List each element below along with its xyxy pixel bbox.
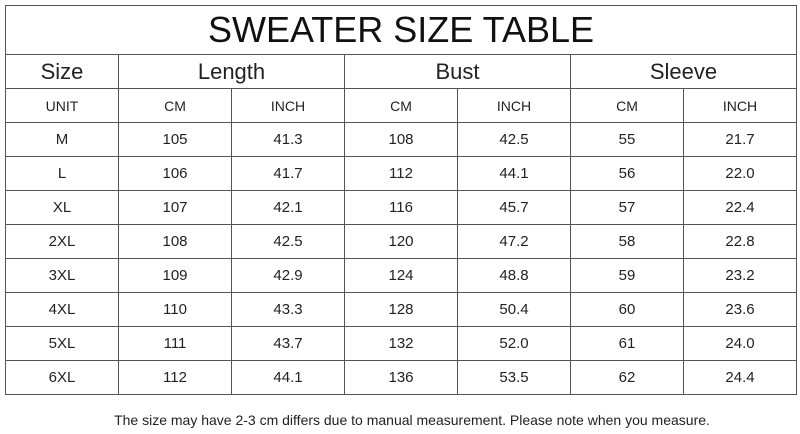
- header-cell: Length: [118, 54, 345, 89]
- data-cell: 58: [570, 224, 684, 259]
- data-cell: 107: [118, 190, 232, 225]
- data-cell: 24.4: [683, 360, 797, 395]
- data-cell: 62: [570, 360, 684, 395]
- data-cell: 6XL: [5, 360, 119, 395]
- data-cell: 21.7: [683, 122, 797, 157]
- data-row: 5XL 111 43.7 132 52.0 61 24.0: [5, 326, 797, 361]
- data-cell: 116: [344, 190, 458, 225]
- data-cell: 4XL: [5, 292, 119, 327]
- data-cell: 108: [118, 224, 232, 259]
- unit-cell: INCH: [683, 88, 797, 123]
- data-cell: 45.7: [457, 190, 571, 225]
- data-cell: 43.7: [231, 326, 345, 361]
- data-cell: 112: [344, 156, 458, 191]
- data-cell: 23.2: [683, 258, 797, 293]
- header-cell: Sleeve: [570, 54, 797, 89]
- data-cell: 56: [570, 156, 684, 191]
- data-cell: 22.4: [683, 190, 797, 225]
- data-cell: 52.0: [457, 326, 571, 361]
- data-cell: 42.5: [231, 224, 345, 259]
- data-cell: 110: [118, 292, 232, 327]
- unit-cell: CM: [344, 88, 458, 123]
- data-cell: 47.2: [457, 224, 571, 259]
- unit-cell: CM: [570, 88, 684, 123]
- data-cell: 136: [344, 360, 458, 395]
- data-cell: 108: [344, 122, 458, 157]
- data-cell: 5XL: [5, 326, 119, 361]
- data-cell: 48.8: [457, 258, 571, 293]
- unit-cell: UNIT: [5, 88, 119, 123]
- data-cell: 57: [570, 190, 684, 225]
- data-cell: 43.3: [231, 292, 345, 327]
- data-cell: 22.0: [683, 156, 797, 191]
- data-cell: 105: [118, 122, 232, 157]
- data-cell: 41.3: [231, 122, 345, 157]
- data-row: 6XL 112 44.1 136 53.5 62 24.4: [5, 360, 797, 395]
- header-row: Size Length Bust Sleeve: [5, 54, 797, 89]
- data-cell: XL: [5, 190, 119, 225]
- data-row: 4XL 110 43.3 128 50.4 60 23.6: [5, 292, 797, 327]
- size-table: SWEATER SIZE TABLE Size Length Bust Slee…: [5, 5, 797, 395]
- data-cell: 124: [344, 258, 458, 293]
- data-cell: 24.0: [683, 326, 797, 361]
- unit-cell: INCH: [457, 88, 571, 123]
- data-cell: 42.9: [231, 258, 345, 293]
- data-cell: 112: [118, 360, 232, 395]
- data-cell: 50.4: [457, 292, 571, 327]
- data-cell: 61: [570, 326, 684, 361]
- data-cell: 111: [118, 326, 232, 361]
- data-cell: 53.5: [457, 360, 571, 395]
- data-cell: 109: [118, 258, 232, 293]
- data-cell: 41.7: [231, 156, 345, 191]
- footnote: The size may have 2-3 cm differs due to …: [114, 412, 710, 428]
- data-cell: 44.1: [457, 156, 571, 191]
- title-row: SWEATER SIZE TABLE: [5, 5, 797, 55]
- data-cell: 2XL: [5, 224, 119, 259]
- data-row: XL 107 42.1 116 45.7 57 22.4: [5, 190, 797, 225]
- data-cell: 44.1: [231, 360, 345, 395]
- unit-row: UNIT CM INCH CM INCH CM INCH: [5, 88, 797, 123]
- data-cell: 55: [570, 122, 684, 157]
- data-row: 3XL 109 42.9 124 48.8 59 23.2: [5, 258, 797, 293]
- data-cell: 59: [570, 258, 684, 293]
- data-row: M 105 41.3 108 42.5 55 21.7: [5, 122, 797, 157]
- data-cell: 22.8: [683, 224, 797, 259]
- data-cell: 42.1: [231, 190, 345, 225]
- unit-cell: INCH: [231, 88, 345, 123]
- data-cell: M: [5, 122, 119, 157]
- table-title: SWEATER SIZE TABLE: [5, 5, 797, 55]
- data-cell: 128: [344, 292, 458, 327]
- data-cell: 120: [344, 224, 458, 259]
- header-cell: Size: [5, 54, 119, 89]
- data-row: 2XL 108 42.5 120 47.2 58 22.8: [5, 224, 797, 259]
- data-cell: 42.5: [457, 122, 571, 157]
- data-cell: 23.6: [683, 292, 797, 327]
- data-cell: L: [5, 156, 119, 191]
- data-row: L 106 41.7 112 44.1 56 22.0: [5, 156, 797, 191]
- data-cell: 132: [344, 326, 458, 361]
- data-cell: 3XL: [5, 258, 119, 293]
- data-cell: 60: [570, 292, 684, 327]
- unit-cell: CM: [118, 88, 232, 123]
- header-cell: Bust: [344, 54, 571, 89]
- data-cell: 106: [118, 156, 232, 191]
